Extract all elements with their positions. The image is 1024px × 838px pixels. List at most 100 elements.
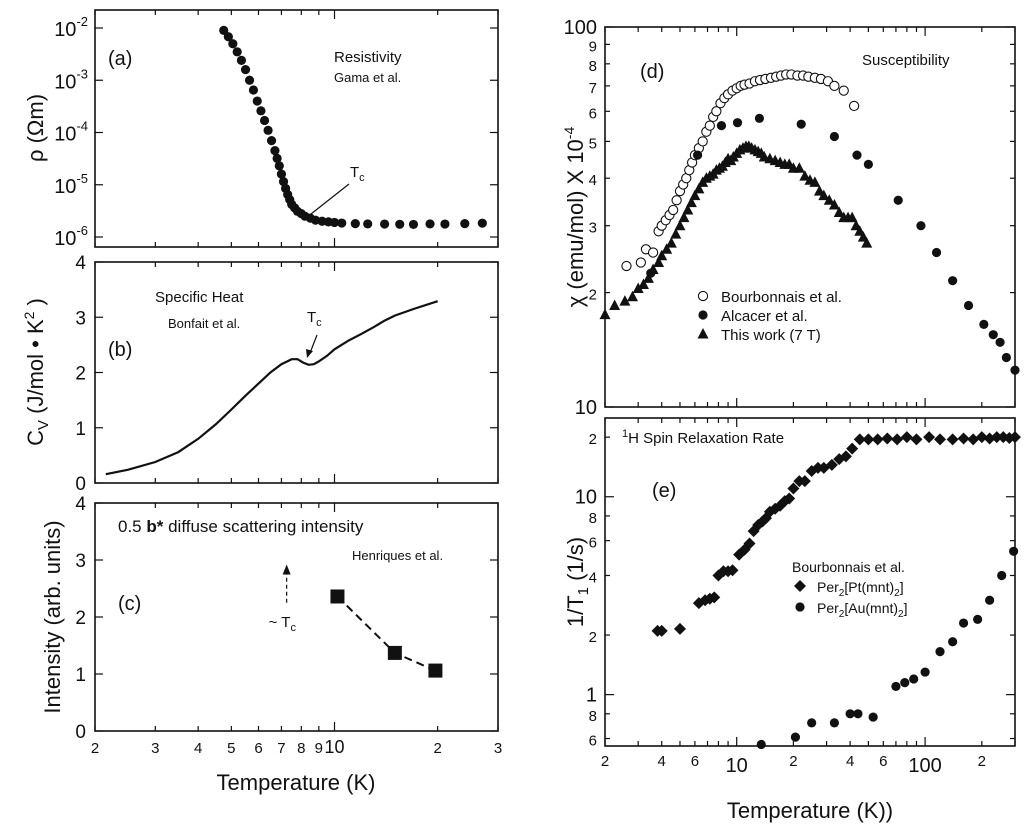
susceptibility-point bbox=[678, 211, 690, 223]
relaxation-point bbox=[673, 622, 686, 635]
x-tick-label: 2 bbox=[978, 753, 986, 770]
relaxation-point bbox=[985, 595, 995, 605]
x-tick-label: 9 bbox=[315, 740, 323, 757]
resistivity-point bbox=[477, 218, 487, 228]
relaxation-point bbox=[935, 646, 945, 657]
susceptibility-point bbox=[818, 189, 830, 201]
relaxation-point bbox=[655, 624, 668, 637]
resistivity-point bbox=[236, 55, 247, 65]
susceptibility-point bbox=[668, 204, 679, 216]
y-tick-label: 1 bbox=[75, 419, 86, 440]
susceptibility-point bbox=[838, 85, 849, 96]
alcacer-susceptibility-series bbox=[646, 113, 1020, 375]
x-tick-label: 10 bbox=[726, 755, 748, 777]
relaxation-point bbox=[783, 492, 796, 505]
relaxation-point bbox=[881, 432, 894, 445]
relaxation-point bbox=[1009, 546, 1019, 556]
susceptibility-point bbox=[635, 257, 647, 268]
panel-d-label: (d) bbox=[640, 61, 664, 83]
susceptibility-point bbox=[995, 337, 1005, 347]
y-tick-label: 3 bbox=[589, 220, 597, 237]
resistivity-point bbox=[248, 85, 259, 95]
susceptibility-point bbox=[632, 282, 644, 294]
resistivity-point bbox=[240, 64, 251, 75]
resistivity-point bbox=[274, 161, 284, 171]
relaxation-point bbox=[868, 712, 878, 722]
y-tick-label: 10-2 bbox=[54, 14, 88, 41]
y-tick-label: 7 bbox=[589, 80, 597, 97]
resistivity-point bbox=[263, 125, 273, 135]
panel-a-label: (a) bbox=[108, 48, 132, 70]
susceptibility-point bbox=[697, 136, 708, 147]
relaxation-point bbox=[948, 637, 958, 647]
susceptibility-point bbox=[670, 228, 682, 239]
y-tick-label: 6 bbox=[589, 535, 597, 552]
susceptibility-point bbox=[693, 182, 705, 194]
y-tick-label: 6 bbox=[589, 733, 597, 750]
relaxation-point bbox=[920, 667, 930, 677]
resistivity-point bbox=[232, 47, 242, 57]
susceptibility-point bbox=[863, 159, 873, 169]
relaxation-point bbox=[798, 475, 811, 488]
susceptibility-point bbox=[852, 150, 862, 160]
y-tick-label: 3 bbox=[75, 308, 86, 329]
relaxation-point bbox=[973, 614, 983, 624]
legend-label: This work (7 T) bbox=[721, 327, 821, 344]
relaxation-point bbox=[900, 431, 913, 444]
relaxation-point bbox=[790, 732, 801, 742]
y-tick-label: 3 bbox=[75, 551, 86, 572]
panel-b: 0 1 2 3 4 (b) Specific Heat Bonfait et al. T… bbox=[21, 253, 499, 495]
y-tick-label: 0 bbox=[75, 474, 86, 495]
relaxation-point bbox=[923, 431, 936, 444]
panel-a-x-ticks bbox=[94, 10, 499, 247]
resistivity-point bbox=[256, 106, 266, 116]
y-tick-label: 10-3 bbox=[54, 66, 88, 93]
relaxation-point bbox=[825, 458, 838, 471]
legend-marker bbox=[697, 290, 709, 302]
x-tick-label: 5 bbox=[227, 740, 235, 757]
susceptibility-point bbox=[661, 243, 673, 254]
x-tick-label: 4 bbox=[658, 753, 666, 770]
x-tick-label: 2 bbox=[91, 740, 99, 757]
panel-a-source: Gama et al. bbox=[334, 70, 401, 85]
legend-marker bbox=[795, 602, 805, 612]
susceptibility-point bbox=[809, 176, 821, 187]
susceptibility-point bbox=[716, 121, 727, 131]
susceptibility-point bbox=[948, 276, 958, 286]
resistivity-point bbox=[440, 219, 450, 229]
susceptibility-point bbox=[799, 170, 811, 181]
y-tick-label: 4 bbox=[75, 494, 86, 515]
legend-marker bbox=[698, 310, 708, 320]
panel-a-title: Resistivity bbox=[334, 49, 402, 66]
resistivity-point bbox=[329, 217, 340, 228]
legend-label: Per2[Pt(mnt)2] bbox=[817, 579, 904, 599]
panel-a-tc-pointer bbox=[310, 183, 350, 215]
panel-e-y-label: 1/T1 (1/s) bbox=[563, 537, 592, 627]
panel-a: 10-6 10-5 10-4 10-3 10-2 (a) Resistivity Gam… bbox=[23, 9, 499, 250]
y-tick-label: 4 bbox=[75, 253, 86, 274]
relaxation-point bbox=[891, 433, 904, 446]
panel-c: 0 1 2 3 4 2 3 4 5 6 7 8 9 10 2 3 (c) 0.5 b* diffuse sc… bbox=[40, 494, 502, 795]
panel-a-y-ticks: 10-6 10-5 10-4 10-3 10-2 bbox=[54, 14, 498, 250]
susceptibility-point bbox=[963, 300, 974, 311]
x-tick-label: 4 bbox=[846, 753, 854, 770]
relaxation-point bbox=[900, 678, 910, 688]
y-tick-label: 10 bbox=[575, 397, 597, 419]
relaxation-point bbox=[853, 709, 863, 719]
resistivity-point bbox=[408, 219, 419, 230]
y-tick-label: 2 bbox=[589, 629, 597, 646]
panel-e-legend-title: Bourbonnais et al. bbox=[792, 559, 905, 575]
y-tick-label: 10-4 bbox=[54, 119, 88, 146]
panel-d-y-label: χ (emu/mol) X 10-4 bbox=[561, 127, 588, 308]
intensity-point bbox=[330, 589, 345, 604]
susceptibility-point bbox=[704, 120, 715, 131]
susceptibility-point bbox=[682, 203, 694, 215]
panel-a-frame bbox=[94, 9, 499, 248]
relaxation-point bbox=[839, 450, 852, 463]
legend-marker bbox=[697, 328, 709, 339]
susceptibility-point bbox=[796, 119, 806, 129]
susceptibility-point bbox=[689, 189, 701, 201]
resistivity-point bbox=[379, 219, 390, 229]
susceptibility-point bbox=[931, 247, 942, 258]
